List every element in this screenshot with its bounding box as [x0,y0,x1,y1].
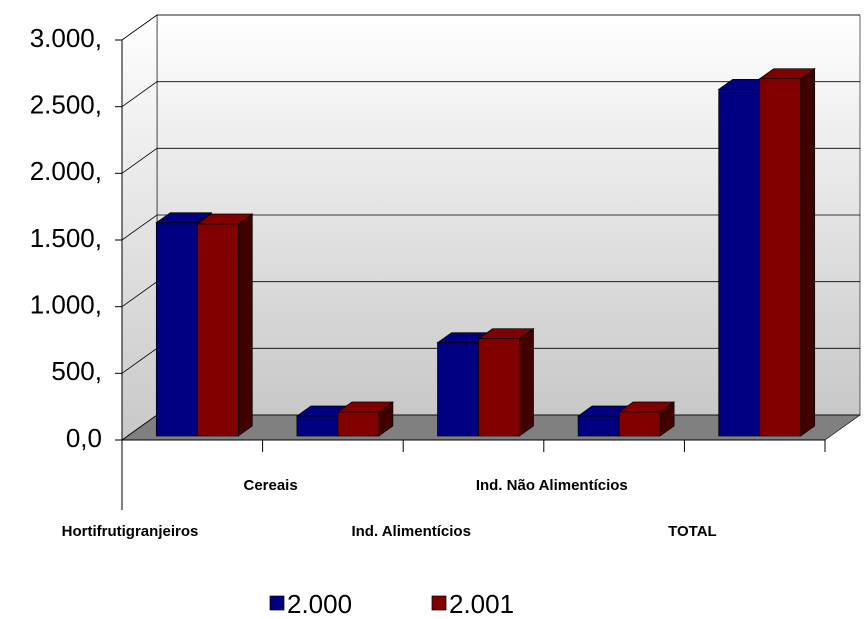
y-tick-label: 500, [51,356,102,386]
x-tick-label: Ind. Não Alimentícios [476,477,628,494]
bar-front [759,78,802,437]
bar-side [800,67,816,437]
legend-swatch [269,595,285,611]
bar-front [437,342,479,437]
bar [336,401,394,437]
y-tick-label: 1.000, [30,290,102,320]
grid-line [121,147,860,174]
x-tick-label: Hortifrutigranjeiros [62,523,199,540]
y-tick-label: 2.000, [30,156,102,186]
legend-label: 2.000 [287,589,352,619]
bar-front [155,222,198,437]
bar-front [196,223,239,437]
bar-front [577,415,620,437]
bar-front [337,411,380,437]
bar [196,213,254,437]
bar-side [519,327,534,437]
bar-front [618,411,661,437]
bar [758,67,816,437]
y-tick-label: 3.000, [30,23,102,53]
x-tick-label: Cereais [243,477,297,494]
x-tick-label: Ind. Alimentícios [351,523,470,540]
x-tick-label: TOTAL [668,523,717,540]
grid-line [121,214,860,241]
y-tick-label: 0,0 [66,423,102,453]
bar-front [478,338,520,437]
bar [477,327,535,437]
bar-front [718,88,761,437]
grid-line [121,14,860,41]
legend-swatch [431,595,447,611]
bar [618,401,676,437]
grid-line [121,81,860,107]
bar-side [237,213,253,437]
bar-front [296,415,339,437]
y-tick-label: 2.500, [30,90,102,120]
legend-label: 2.001 [449,589,514,619]
y-tick-label: 1.500, [30,223,102,253]
